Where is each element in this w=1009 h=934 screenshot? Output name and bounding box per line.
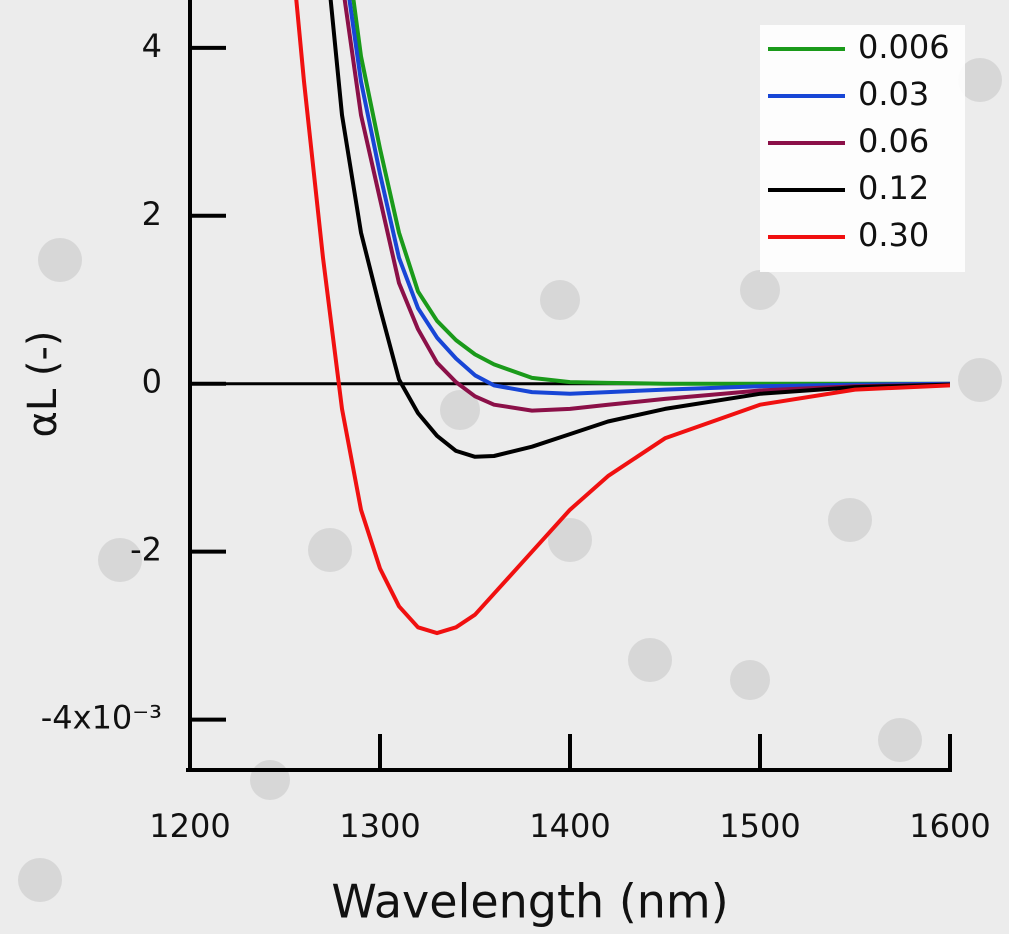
series-line — [342, 0, 950, 413]
legend-box — [760, 25, 965, 272]
x-axis-title: Wavelength (nm) — [331, 875, 728, 929]
legend-label: 0.12 — [858, 169, 929, 207]
series-line — [347, 0, 950, 396]
y-tick-label: 2 — [142, 195, 162, 233]
x-tick-label: 1600 — [909, 807, 990, 845]
y-tick-label: -2 — [130, 531, 162, 569]
series-line — [294, 0, 950, 636]
x-tick-label: 1400 — [529, 807, 610, 845]
legend-label: 0.03 — [858, 75, 929, 113]
x-tick-label: 1200 — [149, 807, 230, 845]
x-tick-label: 1300 — [339, 807, 420, 845]
series-line — [351, 0, 950, 386]
x-tick-label: 1500 — [719, 807, 800, 845]
legend-label: 0.06 — [858, 122, 929, 160]
y-tick-label: 0 — [142, 363, 162, 401]
y-axis-title: αL (-) — [20, 330, 66, 437]
legend-label: 0.006 — [858, 28, 950, 66]
y-tick-label: 4 — [142, 27, 162, 65]
legend: 0.006 0.03 0.06 0.12 0.30 — [760, 25, 965, 272]
plot-area — [190, 0, 950, 636]
series-line — [328, 0, 950, 459]
legend-label: 0.30 — [858, 216, 929, 254]
y-tick-label: -4x10⁻³ — [41, 699, 162, 737]
background-dots — [18, 58, 1002, 902]
